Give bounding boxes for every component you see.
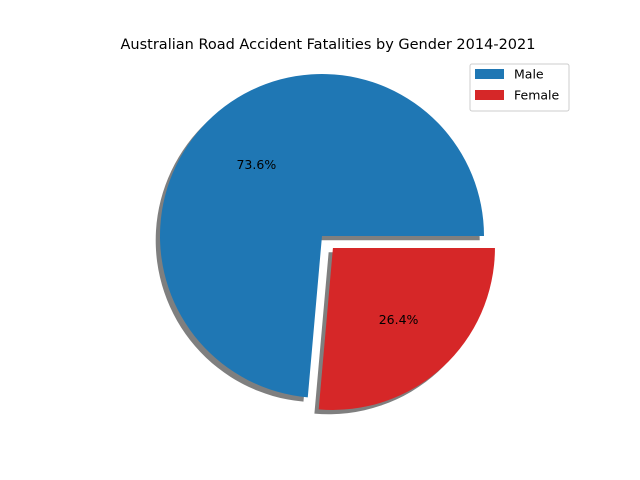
chart-title: Australian Road Accident Fatalities by G…	[121, 37, 536, 53]
slice-labels: 73.6% 26.4%	[236, 157, 418, 327]
slices	[160, 74, 495, 410]
slice-female	[318, 247, 495, 410]
slice-male	[160, 74, 484, 398]
slice-label-male: 73.6%	[236, 157, 276, 172]
legend-swatch-male	[475, 69, 504, 79]
legend-swatch-female	[475, 90, 504, 100]
legend-label-male: Male	[514, 67, 544, 82]
slice-label-female: 26.4%	[379, 312, 419, 327]
legend-label-female: Female	[514, 88, 560, 103]
legend: Male Female	[469, 63, 570, 112]
